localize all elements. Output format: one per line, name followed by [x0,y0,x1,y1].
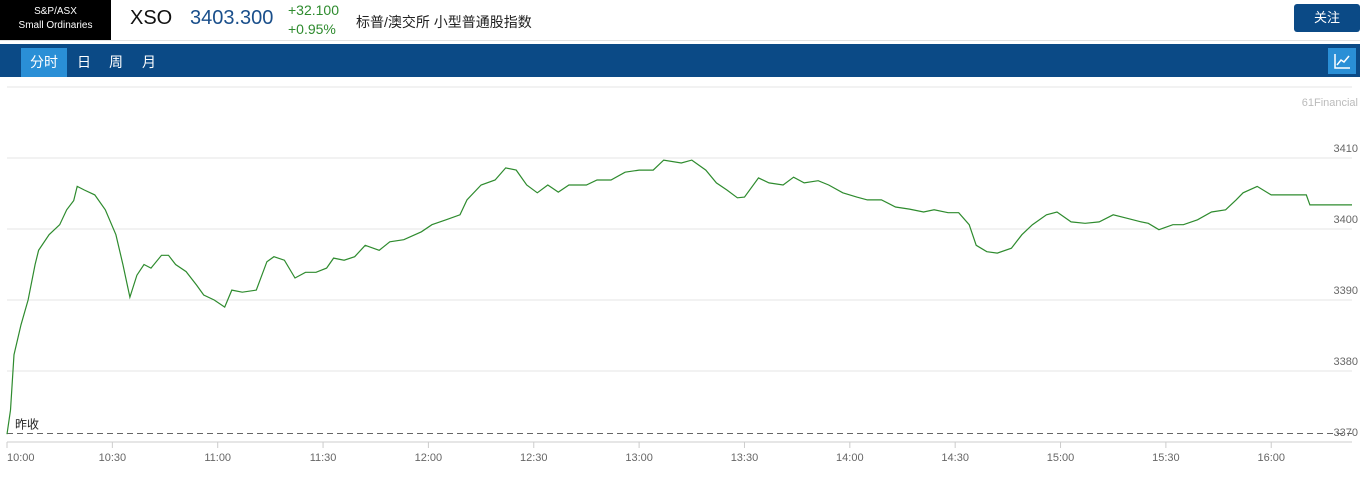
y-tick-label: 3370 [1334,427,1358,439]
chart: 61Financial 3370 3380 3390 3400 3410 10:00 10:… [6,86,1358,464]
y-tick-label: 3380 [1334,356,1358,368]
follow-button[interactable]: 关注 [1294,4,1360,32]
x-tick-label: 12:30 [520,452,548,464]
x-tick-label: 15:00 [1047,452,1075,464]
x-tick-label: 11:30 [310,452,337,464]
prev-close-label: 昨收 [15,417,39,431]
index-logo: S&P/ASX Small Ordinaries [0,0,111,40]
watermark: 61Financial [1302,97,1358,109]
y-tick-label: 3410 [1334,143,1358,155]
x-tick-label: 16:00 [1257,452,1285,464]
tab[interactable]: 分时 [21,48,67,77]
change-value: +32.100 [288,2,339,18]
change-percent: +0.95% [288,21,336,37]
price: 3403.300 [190,7,274,29]
tab[interactable]: 月 [142,54,156,70]
tab[interactable]: 日 [77,54,91,70]
x-tick-label: 10:00 [7,452,35,464]
y-tick-label: 3400 [1334,214,1358,226]
x-tick-label: 14:00 [836,452,864,464]
symbol: XSO [130,7,173,29]
chart-icon [1334,54,1350,69]
x-tick-label: 15:30 [1152,452,1180,464]
chart-type-button[interactable] [1328,48,1356,74]
tab[interactable]: 周 [109,54,123,70]
y-tick-label: 3390 [1334,285,1358,297]
index-name: 标普/澳交所 小型普通股指数 [356,14,532,30]
x-tick-label: 11:00 [204,452,231,464]
x-tick-label: 13:00 [625,452,653,464]
header: S&P/ASX Small Ordinaries XSO 3403.300 +3… [0,0,1360,41]
x-tick-label: 13:30 [731,452,759,464]
tab-bar: 分时 日 周 月 [0,44,1360,77]
logo-line: S&P/ASX [34,6,77,17]
change: +32.100 +0.95% [288,1,339,39]
x-tick-label: 14:30 [941,452,969,464]
x-tick-label: 10:30 [99,452,127,464]
logo-line: Small Ordinaries [18,20,93,31]
x-tick-label: 12:00 [415,452,443,464]
price-line [6,159,1352,435]
